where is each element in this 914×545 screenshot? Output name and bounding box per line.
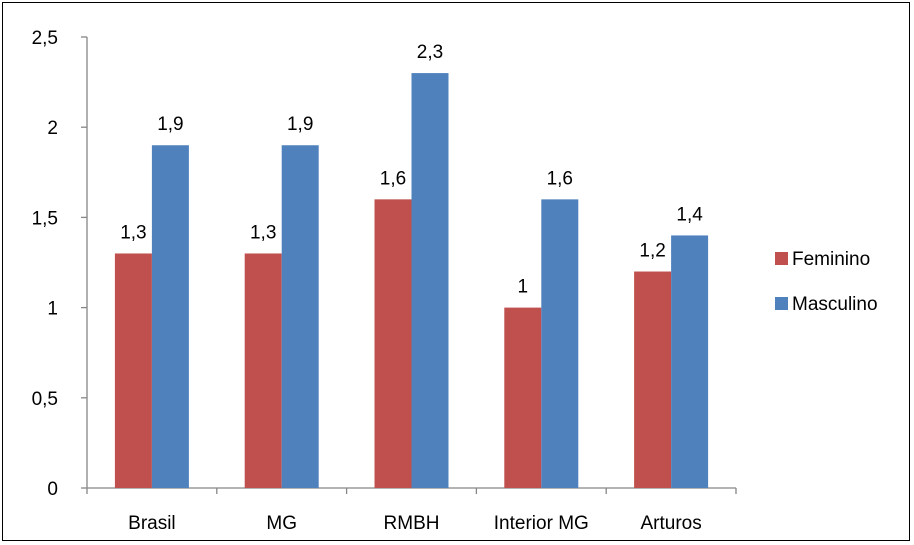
y-tick-label: 0 bbox=[47, 479, 58, 500]
x-category-label: Brasil bbox=[128, 513, 176, 534]
x-category-label: RMBH bbox=[384, 513, 440, 534]
x-category-label: Interior MG bbox=[494, 513, 589, 534]
y-tick-label: 1 bbox=[47, 299, 58, 320]
bar-masculino-rmbh bbox=[411, 73, 449, 488]
bar-masculino-arturos bbox=[671, 235, 709, 488]
y-tick-label: 1,5 bbox=[32, 208, 58, 229]
y-tick-label: 2 bbox=[47, 118, 58, 139]
data-label: 1,6 bbox=[547, 168, 573, 189]
legend-label-masculino: Masculino bbox=[792, 294, 878, 315]
data-label: 2,3 bbox=[417, 42, 443, 63]
bar-masculino-interior-mg bbox=[541, 199, 579, 489]
x-category-label: Arturos bbox=[640, 513, 701, 534]
bar-masculino-mg bbox=[281, 145, 319, 489]
bar-feminino-rmbh bbox=[374, 199, 412, 489]
data-label: 1,2 bbox=[639, 241, 665, 262]
bar-feminino-brasil bbox=[114, 253, 152, 488]
x-category-label: MG bbox=[266, 513, 297, 534]
y-tick-label: 0,5 bbox=[32, 389, 58, 410]
legend-swatch-masculino bbox=[775, 297, 788, 310]
bar-feminino-arturos bbox=[634, 271, 672, 488]
legend-swatch-feminino bbox=[775, 252, 788, 265]
data-label: 1,3 bbox=[120, 222, 146, 243]
data-label: 1,3 bbox=[250, 222, 276, 243]
data-label: 1,9 bbox=[157, 114, 183, 135]
y-tick-label: 2,5 bbox=[32, 28, 58, 49]
bar-feminino-interior-mg bbox=[504, 307, 542, 488]
data-label: 1,6 bbox=[380, 168, 406, 189]
data-label: 1,4 bbox=[676, 204, 703, 225]
data-label: 1 bbox=[518, 277, 529, 298]
bar-feminino-mg bbox=[244, 253, 282, 488]
data-label: 1,9 bbox=[287, 114, 313, 135]
bar-masculino-brasil bbox=[151, 145, 189, 489]
legend-label-feminino: Feminino bbox=[792, 249, 870, 270]
